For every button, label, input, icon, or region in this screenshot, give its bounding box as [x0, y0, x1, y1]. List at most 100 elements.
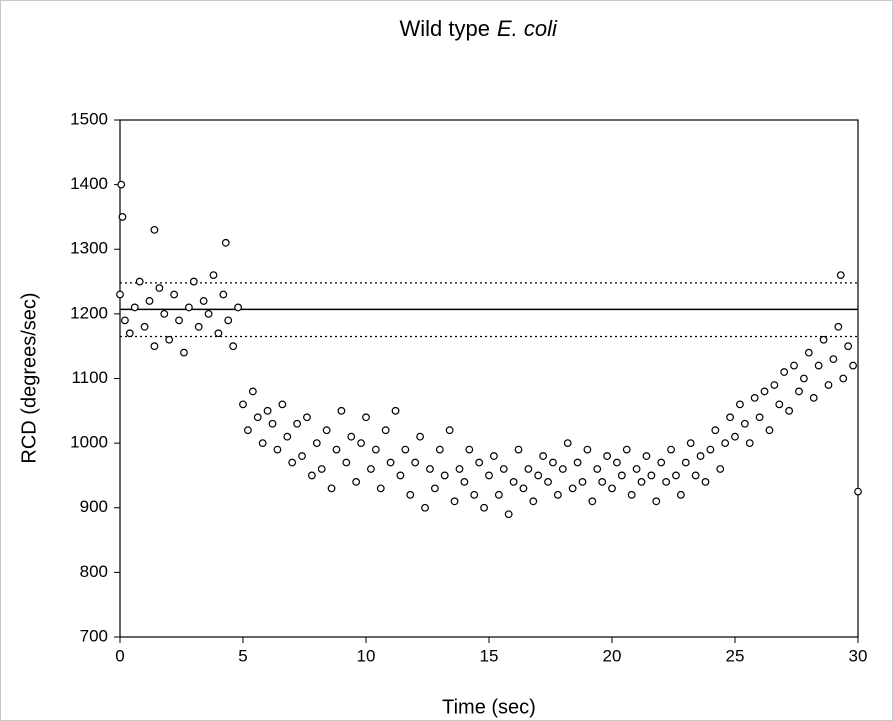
point [844, 342, 853, 351]
point [558, 465, 567, 473]
point [347, 432, 356, 441]
point [224, 316, 233, 325]
point [534, 471, 543, 480]
x-axis-label: Time (sec) [442, 696, 536, 718]
point [268, 419, 277, 428]
point [150, 225, 159, 234]
point [809, 393, 818, 402]
point [371, 445, 380, 454]
point [583, 445, 592, 454]
point [376, 484, 385, 493]
point [849, 361, 857, 370]
point [529, 497, 538, 506]
point [544, 478, 552, 486]
point [627, 490, 636, 499]
y-tick-label: 900 [80, 497, 108, 516]
point [598, 478, 607, 486]
point [258, 439, 267, 448]
point [637, 478, 646, 486]
point [745, 439, 754, 448]
point [701, 478, 710, 486]
point [736, 400, 744, 409]
point [362, 413, 370, 422]
point [490, 452, 498, 460]
point [391, 406, 400, 415]
point [676, 490, 685, 499]
point [539, 452, 548, 460]
point [691, 471, 700, 480]
point [632, 465, 641, 473]
point [642, 452, 651, 460]
point [553, 490, 562, 499]
x-tick-label: 25 [726, 646, 745, 665]
y-tick-label: 1400 [70, 174, 108, 193]
point [662, 478, 671, 486]
point [588, 497, 597, 506]
point [396, 471, 405, 480]
point [175, 316, 183, 325]
point [667, 445, 675, 454]
point [485, 471, 493, 480]
y-tick-label: 700 [80, 626, 108, 645]
point [170, 290, 179, 299]
point [386, 458, 395, 467]
point [696, 452, 705, 460]
point [617, 471, 626, 480]
point [524, 465, 533, 473]
x-tick-label: 15 [480, 646, 499, 665]
point [165, 335, 174, 344]
x-tick-label: 5 [238, 646, 247, 665]
point [337, 406, 346, 415]
point [145, 297, 154, 305]
point [573, 458, 582, 467]
point [180, 348, 188, 357]
point [824, 381, 833, 389]
y-tick-label: 1000 [70, 433, 108, 452]
point [411, 458, 420, 467]
point [118, 213, 127, 221]
point [780, 368, 789, 376]
point [116, 290, 124, 299]
point [221, 238, 230, 247]
point [430, 484, 439, 493]
point [519, 484, 528, 493]
y-tick-label: 1200 [70, 303, 108, 322]
point [465, 445, 474, 454]
point [209, 271, 218, 280]
point [406, 490, 415, 499]
point [790, 361, 798, 370]
point [125, 329, 134, 338]
point [239, 400, 247, 409]
point [499, 465, 508, 473]
chart-title-italic: E. coli [497, 16, 558, 41]
point [765, 426, 774, 435]
point [578, 478, 587, 486]
point [303, 413, 311, 422]
point [214, 329, 223, 338]
point [322, 426, 331, 435]
point [652, 497, 661, 506]
point [332, 445, 341, 454]
point [234, 303, 242, 312]
point [189, 277, 198, 286]
point [401, 445, 410, 454]
point [819, 335, 828, 344]
point [836, 271, 845, 280]
point [475, 458, 484, 467]
point [450, 497, 459, 506]
chart-title: Wild type [400, 16, 490, 41]
point [135, 277, 144, 286]
point [445, 426, 454, 435]
point [657, 458, 666, 467]
point [253, 413, 262, 422]
point [150, 342, 159, 351]
point [194, 322, 203, 331]
x-tick-label: 10 [357, 646, 376, 665]
point [726, 413, 734, 422]
point [480, 503, 488, 512]
point [854, 487, 862, 496]
point [549, 458, 557, 467]
point [460, 478, 469, 486]
